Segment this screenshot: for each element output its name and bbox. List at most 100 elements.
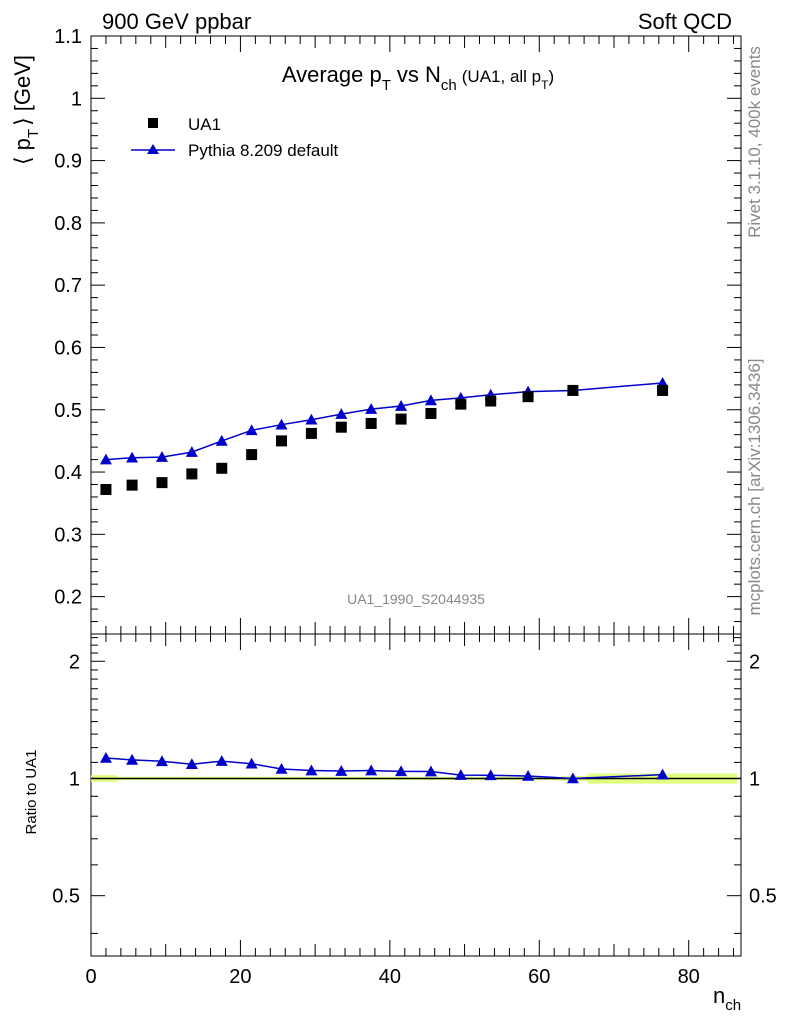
main-y-tick-label: 0.7 xyxy=(54,275,82,297)
series-ua1-point xyxy=(100,483,112,495)
side-text-lower: mcplots.cern.ch [arXiv:1306.3436] xyxy=(745,358,764,615)
ratio-series-pythia-point xyxy=(99,751,112,763)
series-ua1-point xyxy=(395,413,407,425)
series-pythia-point xyxy=(99,453,112,465)
title-paren-sub: T xyxy=(541,78,549,92)
ratio-series-pythia-point xyxy=(215,755,228,766)
ylabel-sub: T xyxy=(25,129,42,138)
series-ua1 xyxy=(100,384,669,495)
ratio-plot-frame xyxy=(90,633,742,957)
ratio-series-pythia-point xyxy=(185,758,198,770)
x-tick-label: 60 xyxy=(528,966,550,988)
series-ua1-point xyxy=(365,417,377,429)
main-y-tick-label: 0.2 xyxy=(54,587,82,609)
series-ua1-point xyxy=(156,477,168,489)
legend-label-ua1: UA1 xyxy=(188,115,221,134)
ratio-y-tick-label-right: 0.5 xyxy=(749,886,777,908)
xlabel-main: n xyxy=(713,983,725,1008)
xlabel-sub: ch xyxy=(725,997,741,1014)
x-tick-label: 20 xyxy=(229,966,251,988)
x-axis-label: nch xyxy=(713,983,741,1014)
ratio-y-tick-label-left: 0.5 xyxy=(52,886,80,908)
legend-marker-ua1 xyxy=(148,118,158,128)
main-y-tick-label: 0.3 xyxy=(54,524,82,546)
title-paren-close: ) xyxy=(548,67,554,86)
series-ua1-point xyxy=(522,391,534,403)
ratio-y-tick-label-left: 2 xyxy=(69,651,80,673)
series-ua1-point xyxy=(335,421,347,433)
ratio-x-ticks: 0 20 40 60 80 xyxy=(85,634,735,988)
ratio-y-axis-label: Ratio to UA1 xyxy=(23,749,40,834)
series-ua1-point xyxy=(216,462,228,474)
x-tick-label: 80 xyxy=(678,966,700,988)
analysis-label: UA1_1990_S2044935 xyxy=(347,591,485,607)
ratio-y-ticks: 0.5 0.5 1 1 2 2 xyxy=(52,637,777,934)
ratio-series-pythia-point xyxy=(335,765,348,776)
ratio-series-pythia-point xyxy=(454,769,467,780)
title-main-sub: T xyxy=(382,77,391,94)
ratio-series-pythia-point xyxy=(305,764,318,776)
ratio-y-tick-label-left: 1 xyxy=(69,768,80,790)
series-ua1-point xyxy=(276,435,288,447)
main-y-tick-label: 1.1 xyxy=(54,26,82,48)
main-y-tick-label: 0.8 xyxy=(54,213,82,235)
ratio-series-pythia-point xyxy=(656,768,669,780)
main-y-axis-label: ⟨ pT ⟩ [GeV] xyxy=(10,55,42,165)
x-tick-label: 40 xyxy=(379,966,401,988)
series-ua1-point xyxy=(425,407,437,419)
ratio-series-pythia xyxy=(99,751,669,784)
legend-label-pythia: Pythia 8.209 default xyxy=(188,141,339,160)
main-y-tick-label: 0.6 xyxy=(54,337,82,359)
header-right: Soft QCD xyxy=(638,9,732,34)
ratio-y-tick-label-right: 1 xyxy=(749,768,760,790)
ratio-series-pythia-point xyxy=(126,753,139,765)
ratio-series-pythia-point xyxy=(522,769,535,781)
series-ua1-point xyxy=(246,449,258,461)
series-pythia-point xyxy=(185,446,198,457)
main-y-tick-label: 0.9 xyxy=(54,151,82,173)
series-ua1-point xyxy=(485,395,497,407)
main-y-ticks: 0.2 0.3 0.4 0.5 0.6 0.7 0.8 0.9 1 1.1 xyxy=(54,26,741,635)
main-x-ticks xyxy=(90,36,735,634)
series-ua1-point xyxy=(657,384,669,396)
series-pythia-point xyxy=(215,434,228,446)
series-pythia-point xyxy=(305,413,318,425)
main-y-tick-label: 1 xyxy=(71,88,82,110)
series-pythia-line xyxy=(105,382,663,461)
title-vs: vs N xyxy=(397,62,441,87)
series-pythia-point xyxy=(335,408,348,419)
series-ua1-point xyxy=(567,384,579,396)
title-paren: (UA1, all p xyxy=(462,67,541,86)
legend: UA1 Pythia 8.209 default xyxy=(131,115,339,160)
series-pythia-point xyxy=(424,394,437,406)
series-ua1-point xyxy=(455,398,467,410)
series-pythia-point xyxy=(275,418,288,430)
series-pythia xyxy=(99,376,669,465)
header-left: 900 GeV ppbar xyxy=(102,9,251,34)
ratio-series-pythia-point xyxy=(245,757,258,769)
ratio-series-pythia-point xyxy=(275,762,288,774)
ratio-series-pythia-point xyxy=(566,772,579,784)
main-title: Average pT vs Nch (UA1, all pT) xyxy=(282,62,554,94)
series-pythia-point xyxy=(365,403,378,414)
side-text-upper: Rivet 3.1.10, 400k events xyxy=(745,46,764,238)
ratio-series-pythia-point xyxy=(365,764,378,776)
ratio-y-tick-label-right: 2 xyxy=(749,651,760,673)
series-pythia-point xyxy=(155,451,168,462)
ratio-series-pythia-point xyxy=(424,765,437,777)
legend-marker-pythia xyxy=(147,144,159,154)
main-y-tick-label: 0.4 xyxy=(54,462,82,484)
series-pythia-point xyxy=(126,451,139,463)
main-y-tick-label: 0.5 xyxy=(54,400,82,422)
series-ua1-point xyxy=(186,468,198,480)
ylabel-open: ⟨ p xyxy=(10,138,35,165)
series-pythia-point xyxy=(245,424,258,436)
series-pythia-point xyxy=(395,400,408,411)
ratio-series-pythia-point xyxy=(395,765,408,777)
ratio-series-pythia-point xyxy=(484,769,497,781)
ylabel-close: ⟩ [GeV] xyxy=(10,55,35,126)
ratio-series-pythia-point xyxy=(155,755,168,767)
series-ua1-point xyxy=(305,427,317,439)
title-vs-sub: ch xyxy=(441,77,457,94)
